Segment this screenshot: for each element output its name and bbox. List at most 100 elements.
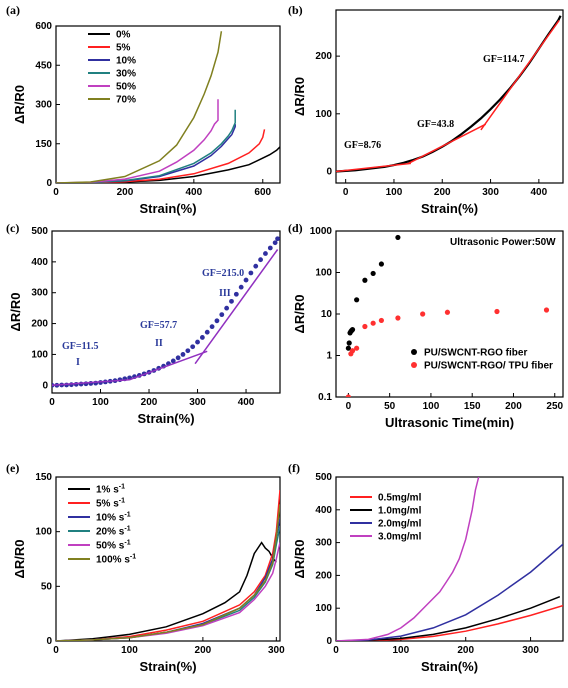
x-axis-label: Strain(%) [421,659,478,674]
y-tick-label: 0 [42,380,48,391]
data-point [543,307,550,313]
data-point [272,240,278,246]
data-point [345,345,351,351]
annotation: III [219,288,231,299]
legend-superscript: -1 [130,554,136,561]
y-tick-label: 100 [315,109,332,120]
legend: PU/SWCNT-RGO fiber PU/SWCNT-RGO/ TPU fibe… [411,237,556,372]
x-axis-label: Ultrasonic Time(min) [385,415,514,430]
data-point [248,270,254,276]
annotation: I [76,357,80,368]
data-point [199,335,205,340]
x-tick-label: 100 [121,645,138,656]
x-tick-label: 50 [384,401,396,412]
series-line [56,31,223,183]
data-point [275,236,280,242]
series-line [56,490,280,641]
y-tick-label: 450 [35,60,52,71]
y-tick-label: 200 [31,319,48,330]
y-tick-label: 1000 [310,226,333,237]
x-tick-label: 200 [141,397,158,408]
chart-panel-6: (f) 0 100 200 300 0 100 200 300 400 500 Strain(%) ΔR… [288,461,564,674]
annotation: GF=114.7 [483,54,525,65]
legend-entry: 2.0mg/ml [378,519,422,530]
data-point [209,324,215,330]
legend-entry: PU/SWCNT-RGO fiber [424,348,527,359]
annotation: GF=8.76 [344,140,381,151]
annotation: GF=43.8 [417,119,454,130]
y-tick-label: 400 [31,257,48,268]
y-tick-label: 500 [315,472,332,483]
legend-entry: 70% [116,95,136,106]
data-point [219,312,225,318]
x-tick-label: 600 [254,187,271,198]
data-point [204,329,210,335]
x-tick-label: 200 [505,401,522,412]
x-tick-label: 300 [522,645,539,656]
legend-entry: 1.0mg/ml [378,506,422,517]
x-tick-label: 400 [531,187,548,198]
legend-entry: 5% [116,43,131,54]
plot-series-group [336,15,562,173]
series-line [408,123,487,165]
legend-entry: 50% s-1 [96,540,131,552]
chart-panel-1: (a) 0 200 400 600 0 150 300 450 600 Strain(%) ΔR/R0 [6,3,281,216]
data-point [253,263,259,269]
data-point [175,355,181,361]
data-point [267,245,273,251]
plot-series-group [56,490,280,641]
plot-frame [335,476,564,642]
x-tick-label: 0 [53,645,59,656]
plot-series-group [52,236,280,388]
panel-label: (d) [288,221,303,235]
data-point [170,358,176,364]
legend-entry: 100% s-1 [96,554,136,566]
panel-label: (f) [288,461,300,475]
data-point [345,394,351,397]
data-point [354,297,360,303]
data-point [263,251,268,256]
data-point [362,323,368,330]
plot-frame [335,9,564,184]
x-tick-label: 200 [117,187,134,198]
data-point [354,345,360,351]
legend-entry: 0% [116,30,131,41]
x-tick-label: 0 [49,397,55,408]
series-line [56,109,236,183]
legend-superscript: -1 [124,540,130,547]
data-point [395,234,401,241]
data-point [494,308,500,315]
y-tick-label: 100 [35,527,52,538]
data-point [185,348,191,354]
data-point [370,320,376,326]
y-tick-label: 400 [315,505,332,516]
data-point [349,327,356,333]
x-tick-label: 100 [386,187,403,198]
data-point [444,309,451,315]
y-axis-label: ΔR/R0 [292,540,307,579]
series-line [336,477,480,641]
x-tick-label: 0 [346,401,352,412]
series-line [336,162,411,173]
chart-panel-5: (e) 0 100 200 300 0 50 100 150 Strain(%) ΔR/R0 [6,461,285,674]
x-tick-label: 200 [434,187,451,198]
legend-entry: 30% [116,69,136,80]
data-point [214,318,220,324]
data-point [190,344,196,350]
plot-series-group [345,234,550,397]
series-line [56,504,280,641]
annotations: GF=8.76 GF=43.8 GF=114.7 [344,54,525,151]
legend-entry: 10% s-1 [96,512,131,524]
plot-series-group [336,477,563,641]
data-point [195,339,200,345]
data-point [258,257,263,263]
x-tick-label: 400 [238,397,255,408]
y-tick-label: 50 [41,581,53,592]
annotation: II [155,338,163,349]
data-point [378,261,384,267]
y-tick-label: 0.1 [318,392,332,403]
x-tick-label: 0 [53,187,59,198]
legend: 0.5mg/ml 1.0mg/ml 2.0mg/ml 3.0mg/ml [350,493,422,543]
annotation: GF=57.7 [140,320,177,331]
legend-superscript: -1 [119,484,125,491]
